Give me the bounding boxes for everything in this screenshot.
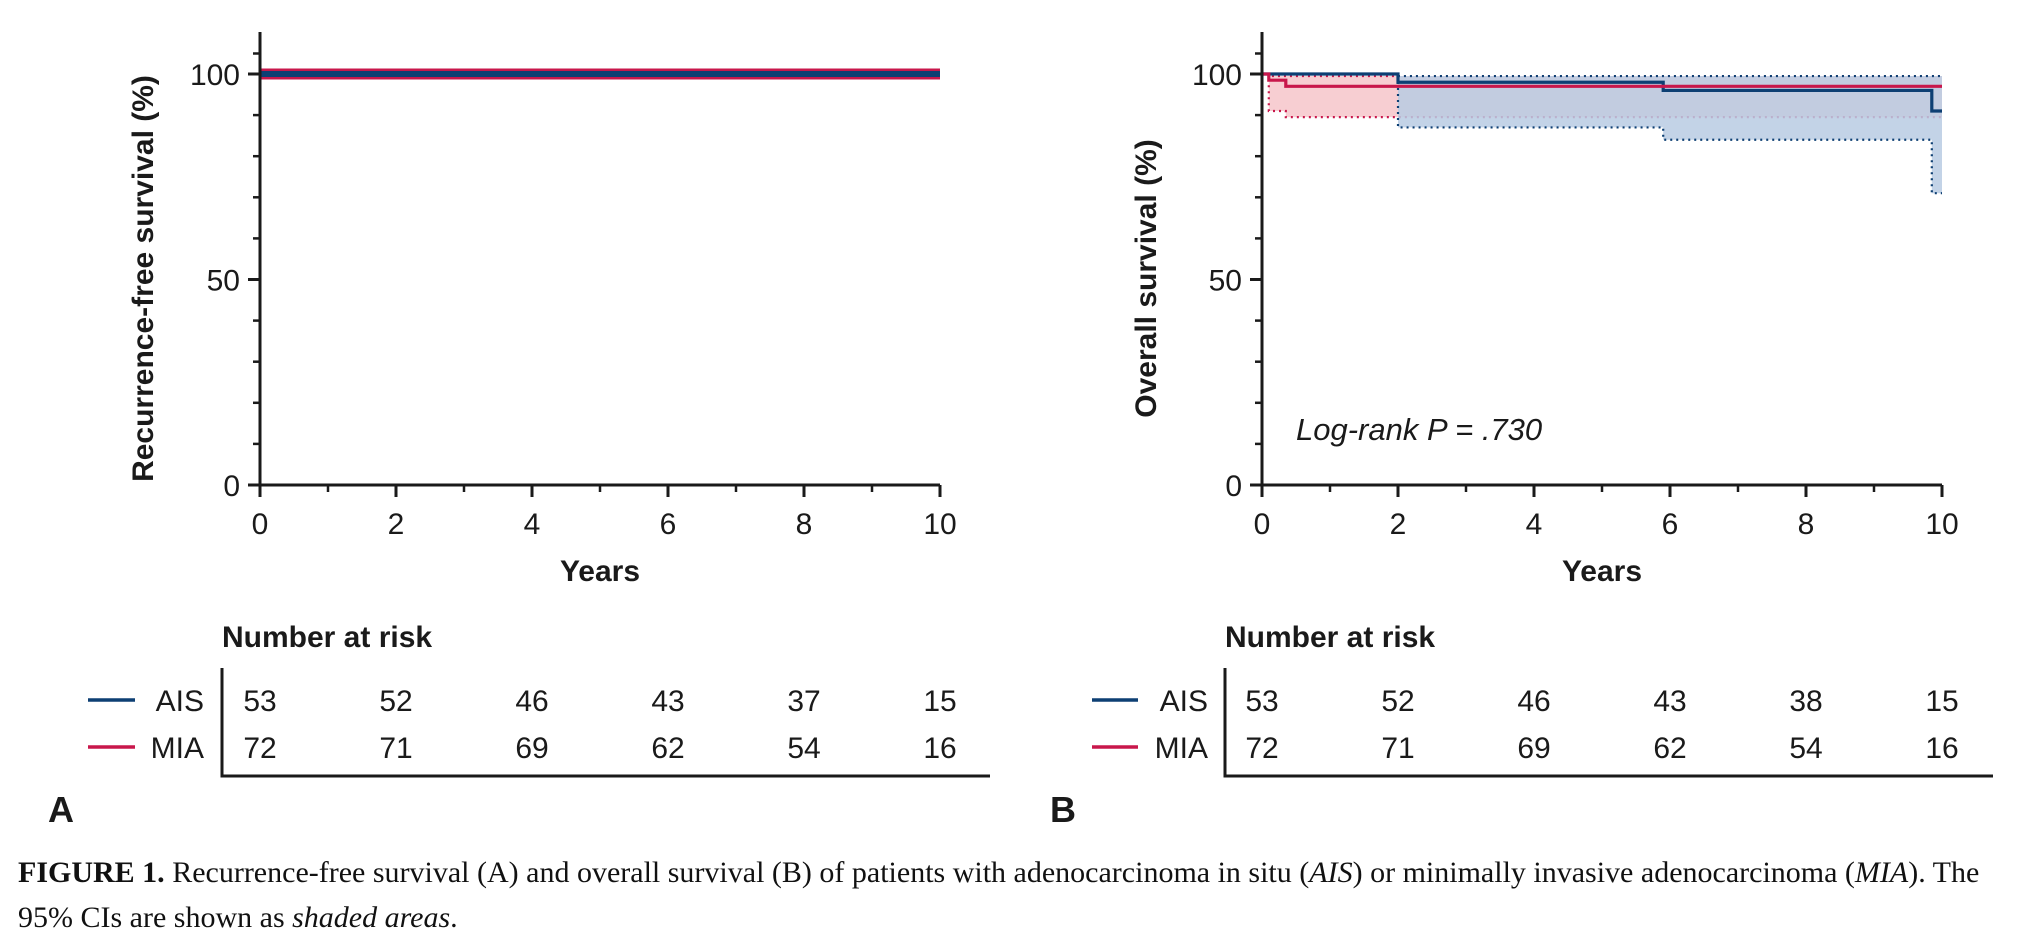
caption-label: FIGURE 1.: [18, 856, 165, 889]
risk-value: 62: [651, 732, 684, 765]
x-axis-label: Years: [560, 555, 640, 588]
risk-value: 16: [923, 732, 956, 765]
risk-value: 16: [1925, 732, 1958, 765]
risk-value: 53: [1245, 685, 1278, 718]
y-tick-label: 50: [207, 265, 240, 298]
y-axis-label: Recurrence-free survival (%): [127, 75, 160, 482]
risk-value: 15: [1925, 685, 1958, 718]
risk-value: 52: [1381, 685, 1414, 718]
caption-shaded: shaded areas: [292, 901, 450, 934]
panel-label: A: [48, 789, 74, 830]
caption-text-2: ) or minimally invasive adenocarcinoma (: [1353, 856, 1855, 889]
y-tick-label: 100: [1192, 59, 1242, 92]
risk-value: 37: [787, 685, 820, 718]
x-tick-label: 6: [660, 508, 677, 541]
x-tick-label: 6: [1662, 508, 1679, 541]
x-tick-label: 8: [1798, 508, 1815, 541]
log-rank-annotation: Log-rank P = .730: [1296, 412, 1542, 447]
legend-label-ais: AIS: [156, 685, 204, 718]
risk-value: 54: [787, 732, 820, 765]
risk-value: 46: [1517, 685, 1550, 718]
risk-value: 72: [1245, 732, 1278, 765]
y-tick-label: 50: [1209, 265, 1242, 298]
caption-mia: MIA: [1855, 856, 1908, 889]
x-tick-label: 8: [796, 508, 813, 541]
x-tick-label: 10: [923, 508, 956, 541]
risk-table-heading: Number at risk: [222, 621, 432, 654]
y-tick-label: 0: [1225, 470, 1242, 503]
risk-value: 54: [1789, 732, 1822, 765]
risk-value: 71: [1381, 732, 1414, 765]
risk-value: 46: [515, 685, 548, 718]
risk-value: 53: [243, 685, 276, 718]
x-axis-label: Years: [1562, 555, 1642, 588]
caption-text-1: Recurrence-free survival (A) and overall…: [165, 856, 1310, 889]
risk-value: 15: [923, 685, 956, 718]
x-tick-label: 4: [524, 508, 541, 541]
x-tick-label: 2: [1390, 508, 1407, 541]
caption-ais: AIS: [1309, 856, 1352, 889]
panel-label: B: [1050, 789, 1076, 830]
risk-value: 69: [1517, 732, 1550, 765]
y-tick-label: 0: [223, 470, 240, 503]
risk-table-heading: Number at risk: [1225, 621, 1435, 654]
risk-value: 71: [379, 732, 412, 765]
x-tick-label: 4: [1526, 508, 1543, 541]
y-axis-label: Overall survival (%): [1130, 139, 1163, 417]
risk-value: 43: [1653, 685, 1686, 718]
risk-value: 38: [1789, 685, 1822, 718]
risk-value: 69: [515, 732, 548, 765]
risk-value: 62: [1653, 732, 1686, 765]
caption-text-4: .: [450, 901, 458, 934]
x-tick-label: 10: [1925, 508, 1958, 541]
risk-value: 43: [651, 685, 684, 718]
risk-value: 72: [243, 732, 276, 765]
x-tick-label: 0: [1254, 508, 1271, 541]
x-tick-label: 0: [252, 508, 269, 541]
legend-label-mia: MIA: [151, 732, 204, 765]
figure-caption: FIGURE 1. Recurrence-free survival (A) a…: [18, 850, 2028, 940]
y-tick-label: 100: [190, 59, 240, 92]
legend-label-mia: MIA: [1155, 732, 1208, 765]
risk-value: 52: [379, 685, 412, 718]
x-tick-label: 2: [388, 508, 405, 541]
legend-label-ais: AIS: [1160, 685, 1208, 718]
